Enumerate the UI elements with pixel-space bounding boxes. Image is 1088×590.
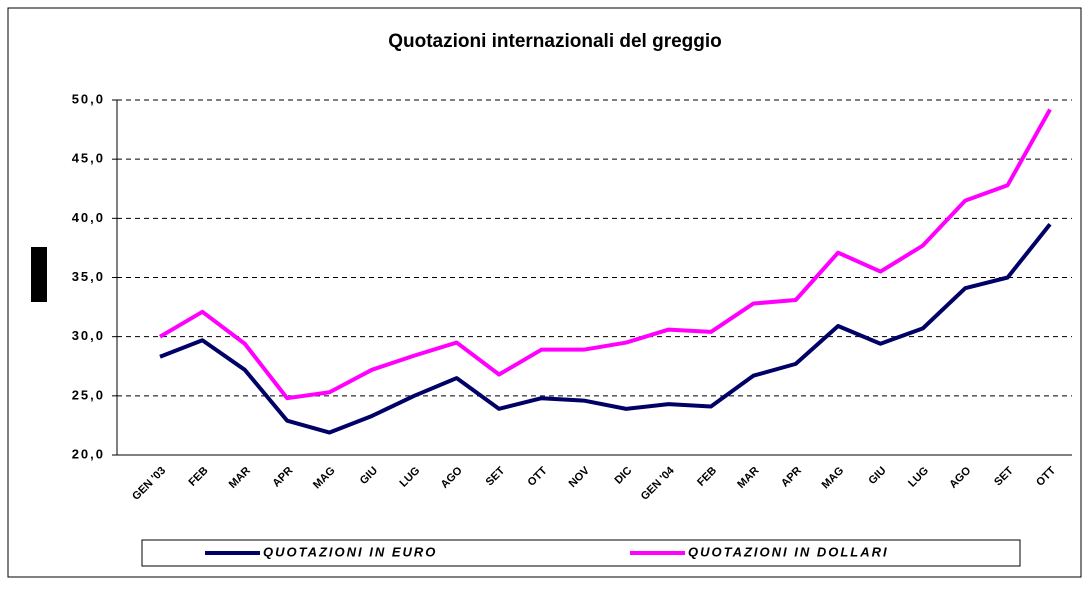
chart-title: Quotazioni internazionali del greggio: [388, 31, 722, 52]
y-tick-label: 40,0: [72, 210, 105, 225]
series-line: [158, 108, 1052, 401]
y-tick-label: 25,0: [72, 387, 105, 402]
y-tick-label: 45,0: [72, 151, 105, 166]
y-tick-label: 30,0: [72, 328, 105, 343]
side-marker: [31, 247, 47, 302]
legend-label: QUOTAZIONI IN DOLLARI: [688, 544, 889, 559]
series-line: [159, 223, 1052, 435]
legend-label: QUOTAZIONI IN EURO: [263, 544, 437, 559]
y-tick-label: 50,0: [72, 91, 105, 106]
chart-border: [7, 7, 1082, 578]
legend-box: [141, 539, 1021, 567]
y-tick-label: 20,0: [72, 446, 105, 461]
y-tick-label: 35,0: [72, 269, 105, 284]
